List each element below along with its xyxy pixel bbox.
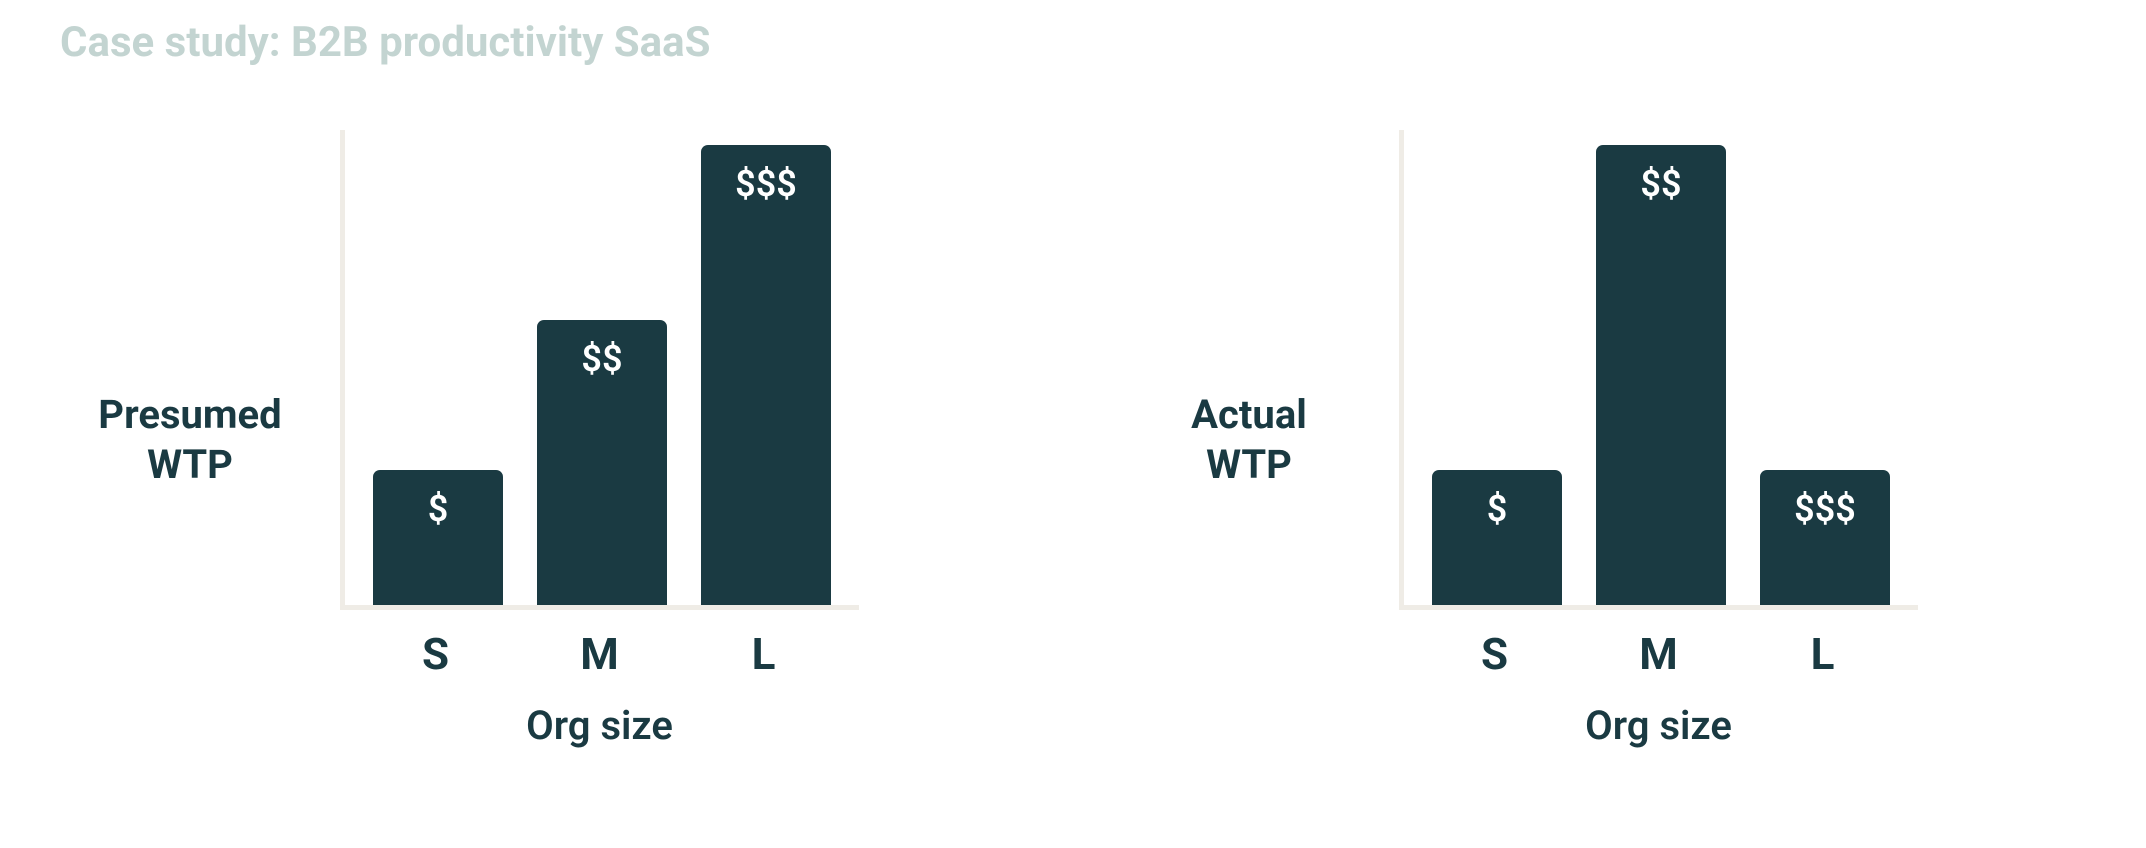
chart-actual-bar-l-label: $$$ [1794, 488, 1856, 530]
chart-presumed-bar-s-label: $ [428, 488, 449, 530]
chart-presumed-xtick-s: S [371, 628, 501, 680]
chart-presumed-ylabel: Presumed WTP [60, 390, 320, 490]
chart-actual-bar-l: $$$ [1760, 470, 1890, 605]
chart-presumed: Presumed WTP $ $$ $$$ S M L Org size [60, 130, 859, 749]
chart-presumed-xticks: S M L [343, 628, 857, 680]
page-title: Case study: B2B productivity SaaS [60, 18, 710, 67]
chart-presumed-bar-l-label: $$$ [735, 163, 797, 205]
chart-presumed-bar-m-label: $$ [581, 338, 622, 380]
chart-actual-xtick-s: S [1430, 628, 1560, 680]
chart-actual-xtick-m: M [1594, 628, 1724, 680]
chart-actual: Actual WTP $ $$ $$$ S M L Org size [1119, 130, 1918, 749]
chart-actual-bar-s: $ [1432, 470, 1562, 605]
chart-presumed-bar-l: $$$ [701, 145, 831, 605]
chart-presumed-ylabel-line1: Presumed [98, 391, 281, 438]
chart-presumed-area: $ $$ $$$ S M L Org size [340, 130, 859, 749]
chart-presumed-bar-s: $ [373, 470, 503, 605]
chart-presumed-xlabel: Org size [526, 702, 673, 749]
chart-presumed-ylabel-line2: WTP [147, 441, 233, 488]
chart-actual-plot: $ $$ $$$ [1399, 130, 1918, 610]
chart-actual-xticks: S M L [1402, 628, 1916, 680]
chart-actual-ylabel: Actual WTP [1119, 390, 1379, 490]
chart-actual-ylabel-line1: Actual [1191, 391, 1307, 438]
chart-actual-bar-s-label: $ [1487, 488, 1508, 530]
chart-presumed-xtick-m: M [535, 628, 665, 680]
chart-actual-xtick-l: L [1758, 628, 1888, 680]
chart-actual-ylabel-line2: WTP [1206, 441, 1292, 488]
chart-actual-bar-m-label: $$ [1640, 163, 1681, 205]
chart-actual-bar-m: $$ [1596, 145, 1726, 605]
chart-presumed-xtick-l: L [699, 628, 829, 680]
chart-presumed-bar-m: $$ [537, 320, 667, 605]
charts-row: Presumed WTP $ $$ $$$ S M L Org size [60, 130, 1918, 749]
chart-actual-area: $ $$ $$$ S M L Org size [1399, 130, 1918, 749]
chart-presumed-plot: $ $$ $$$ [340, 130, 859, 610]
chart-actual-xlabel: Org size [1585, 702, 1732, 749]
